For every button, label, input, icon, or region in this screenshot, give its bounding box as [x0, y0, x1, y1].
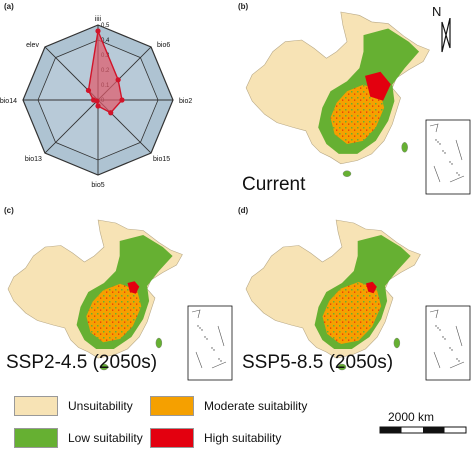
- radar-point-bio2: [119, 97, 125, 103]
- inset-island: [218, 358, 220, 360]
- south-china-sea-inset: [425, 305, 471, 381]
- panel-label-a: (a): [4, 2, 14, 11]
- scale-bar-label: 2000 km: [388, 410, 435, 424]
- radar-point-iiii: [95, 28, 101, 34]
- legend-item-low: Low suitability: [14, 428, 143, 448]
- inset-island: [458, 174, 460, 176]
- panel-label-b: (b): [238, 2, 249, 11]
- radar-axis-label-bio15: bio15: [153, 156, 170, 163]
- radar-chart: 00.10.20.30.40.5iiiibio6bio2bio15bio5bio…: [0, 16, 192, 189]
- mixed-suitability-texture: [322, 282, 382, 345]
- inset-island: [456, 358, 458, 360]
- taiwan-island: [393, 337, 401, 349]
- inset-island: [444, 152, 446, 154]
- panel-label-d: (d): [238, 206, 249, 215]
- hainan-island: [337, 363, 347, 371]
- legend-swatch: [14, 428, 58, 448]
- inset-island: [213, 349, 215, 351]
- radar-point-bio5: [95, 103, 101, 109]
- legend-item-high: High suitability: [150, 428, 281, 448]
- inset-coastline: [429, 309, 465, 369]
- radar-axis-label-bio5: bio5: [91, 182, 104, 189]
- inset-island: [451, 349, 453, 351]
- radar-tick-label: 0.5: [101, 23, 110, 29]
- legend-label: Unsuitability: [68, 399, 133, 413]
- panel-label-c: (c): [4, 206, 14, 215]
- south-china-sea-inset: [425, 119, 471, 195]
- scenario-label-ssp585: SSP5-8.5 (2050s): [242, 352, 394, 373]
- radar-point-elev: [85, 87, 92, 94]
- high-suitability-region: [127, 281, 140, 294]
- inset-island: [199, 327, 201, 329]
- taiwan-island: [155, 337, 163, 349]
- radar-tick-label: 0.4: [101, 38, 110, 44]
- inset-island: [437, 327, 439, 329]
- radar-spoke: [44, 99, 99, 154]
- mixed-suitability-texture: [86, 283, 142, 343]
- inset-island: [449, 347, 451, 349]
- inset-island: [211, 347, 213, 349]
- inset-coastline: [429, 123, 465, 183]
- map-panel-current: (b) N Current: [236, 0, 474, 200]
- legend-swatch: [14, 396, 58, 416]
- radar-panel: (a) 00.10.20.30.40.5iiiibio6bio2bio15bio…: [0, 0, 224, 196]
- inset-island: [458, 360, 460, 362]
- inset-island: [451, 163, 453, 165]
- legend-item-moderate: Moderate suitability: [150, 396, 307, 416]
- suitability-map-ssp245: [7, 219, 233, 381]
- radar-axis-label-bio6: bio6: [157, 42, 170, 49]
- inset-island: [456, 172, 458, 174]
- inset-island: [439, 329, 441, 331]
- inset-island: [435, 139, 437, 141]
- inset-island: [197, 325, 199, 327]
- high-suitability-region: [366, 281, 377, 294]
- inset-island: [435, 325, 437, 327]
- inset-island: [439, 143, 441, 145]
- inset-island: [201, 329, 203, 331]
- legend-item-unsuitability: Unsuitability: [14, 396, 133, 416]
- legend-swatch: [150, 396, 194, 416]
- radar-axis-label-bio2: bio2: [179, 98, 192, 105]
- scenario-label-ssp245: SSP2-4.5 (2050s): [6, 352, 158, 373]
- map-panel-ssp585: (d) SSP5-8.5 (2050s): [236, 204, 474, 386]
- suitability-map-ssp585: [245, 219, 471, 381]
- radar-axis-label-bio13: bio13: [25, 156, 42, 163]
- inset-island: [220, 360, 222, 362]
- legend-label: Moderate suitability: [204, 399, 308, 413]
- radar-axis-label-elev: elev: [26, 42, 39, 49]
- inset-island: [206, 338, 208, 340]
- legend-label: Low suitability: [68, 431, 143, 445]
- high-suitability-region: [365, 71, 391, 101]
- inset-island: [204, 336, 206, 338]
- legend-swatch: [150, 428, 194, 448]
- radar-axis-label-bio14: bio14: [0, 98, 17, 105]
- radar-point-bio15: [108, 110, 114, 116]
- scale-bar: [379, 426, 467, 434]
- inset-island: [442, 336, 444, 338]
- inset-island: [442, 150, 444, 152]
- north-arrow-icon: [441, 18, 451, 53]
- inset-island: [444, 338, 446, 340]
- taiwan-island: [401, 142, 408, 153]
- north-arrow-label: N: [432, 4, 442, 19]
- hainan-island: [99, 363, 109, 371]
- south-china-sea-inset: [187, 305, 233, 381]
- radar-point-bio6: [115, 77, 121, 83]
- hainan-island: [342, 170, 352, 177]
- inset-coastline: [191, 309, 227, 369]
- inset-island: [449, 161, 451, 163]
- radar-axis-label-iiii: iiii: [95, 16, 102, 23]
- radar-point-bio14: [90, 97, 97, 103]
- legend-label: High suitability: [204, 431, 282, 445]
- mixed-suitability-texture: [330, 84, 385, 144]
- inset-island: [437, 141, 439, 143]
- suitability-map-current: [245, 11, 471, 195]
- map-panel-ssp245: (c) SSP2-4.5 (2050s): [0, 204, 236, 386]
- scenario-label-current: Current: [242, 174, 306, 195]
